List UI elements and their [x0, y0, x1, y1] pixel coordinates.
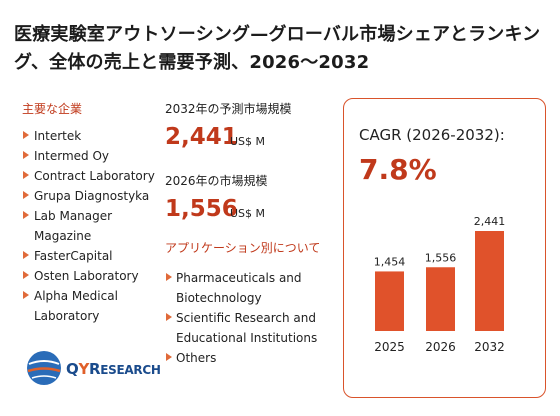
globe-icon — [27, 351, 61, 385]
application-item: Scientific Research and Educational Inst… — [165, 308, 335, 348]
logo-wordmark: QYRESEARCH — [66, 360, 161, 378]
bar-value-label: 1,556 — [425, 251, 457, 264]
bar-2026 — [426, 267, 455, 331]
application-item: Others — [165, 348, 335, 368]
applications-heading: アプリケーション別について — [165, 241, 321, 255]
bar-2025 — [375, 271, 404, 331]
forecast-label: 2032年の予測市場規模 — [165, 102, 292, 116]
companies-heading: 主要な企業 — [22, 102, 83, 116]
company-item: Intermed Oy — [22, 146, 162, 166]
current-unit: US$ M — [230, 207, 266, 220]
cagr-label: CAGR (2026-2032): — [359, 126, 505, 144]
applications-list: Pharmaceuticals and Biotechnology Scient… — [165, 268, 335, 368]
x-tick-label: 2025 — [374, 340, 405, 354]
current-value: 1,556 — [165, 196, 238, 222]
current-label: 2026年の市場規模 — [165, 174, 268, 188]
forecast-unit: US$ M — [230, 135, 266, 148]
company-item: Intertek — [22, 126, 162, 146]
x-tick-label: 2032 — [474, 340, 505, 354]
cagr-panel: CAGR (2026-2032): 7.8% 1,454 2025 1,556 202… — [343, 98, 546, 398]
bar-value-label: 2,441 — [474, 215, 506, 228]
company-item: Contract Laboratory — [22, 166, 162, 186]
cagr-value: 7.8% — [359, 153, 437, 186]
forecast-value: 2,441 — [165, 124, 238, 150]
companies-list: Intertek Intermed Oy Contract Laboratory… — [22, 126, 162, 326]
company-item: Osten Laboratory — [22, 266, 162, 286]
page-title: 医療実験室アウトソーシング—グローバル市場シェアとランキング、全体の売上と需要予… — [14, 24, 541, 73]
bar-2032 — [475, 231, 504, 331]
bar-chart: 1,454 2025 1,556 2026 2,441 2032 — [374, 215, 506, 354]
bar-value-label: 1,454 — [374, 255, 406, 268]
company-item: Lab Manager Magazine — [22, 206, 162, 246]
application-item: Pharmaceuticals and Biotechnology — [165, 268, 335, 308]
company-item: Alpha Medical Laboratory — [22, 286, 162, 326]
company-item: Grupa Diagnostyka — [22, 186, 162, 206]
company-logo: QYRESEARCH — [24, 346, 174, 390]
x-tick-label: 2026 — [425, 340, 456, 354]
company-item: FasterCapital — [22, 246, 162, 266]
